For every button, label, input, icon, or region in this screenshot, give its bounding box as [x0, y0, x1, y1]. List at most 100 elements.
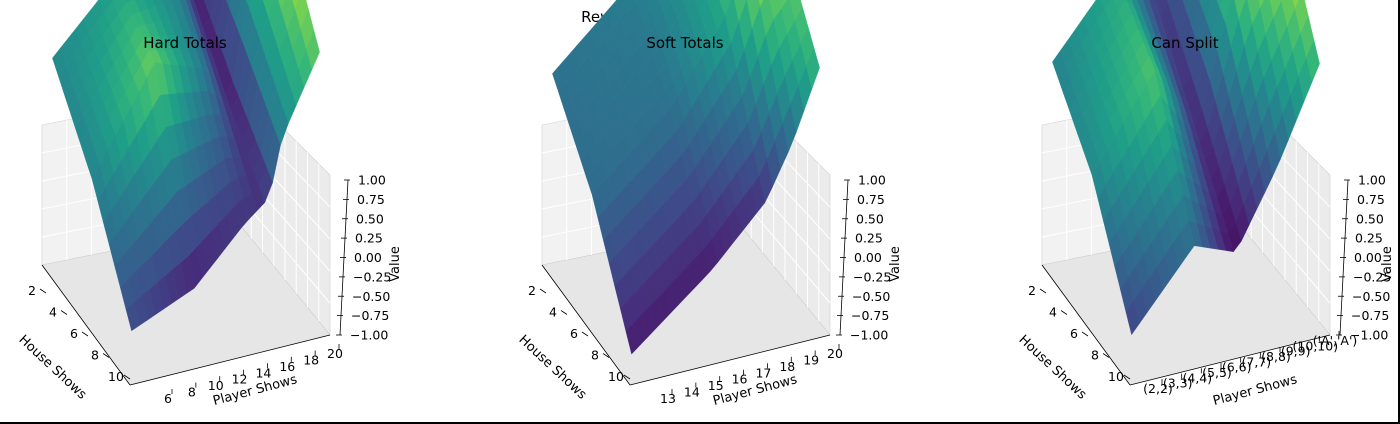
can-split-player-tick-label: (7,7) [1242, 354, 1272, 369]
hard-totals-house-axis-line [41, 264, 131, 386]
can-split-house-tick [1102, 353, 1110, 358]
can-split-value-tick-label: −0.50 [1352, 289, 1390, 304]
hard-totals-house-tick-label: 6 [70, 326, 78, 341]
soft-totals-player-axis-line [629, 334, 831, 386]
hard-totals-player-tick-label: 12 [232, 372, 248, 387]
figure-border-bottom [0, 422, 1400, 424]
can-split-house-tick [1060, 310, 1068, 315]
can-split-house-tick-label: 6 [1070, 326, 1078, 341]
can-split-house-axis-label: House Shows [1016, 332, 1090, 402]
soft-totals-value-tick-label: 1.00 [858, 173, 886, 188]
hard-totals-house-tick-label: 8 [91, 348, 99, 363]
soft-totals-house-axis-label: House Shows [516, 332, 590, 402]
can-split-value-axis-label: Value [1380, 246, 1395, 282]
can-split-player-tick-label: (4,4) [1183, 370, 1213, 385]
soft-totals-player-tick-label: 19 [803, 352, 819, 367]
hard-totals-house-tick [123, 374, 131, 380]
soft-totals-house-tick-label: 10 [608, 369, 624, 384]
soft-totals-house-tick [623, 374, 631, 380]
can-split-surface-patch [1125, 300, 1140, 336]
hard-totals-house-tick [81, 331, 89, 337]
hard-totals-player-tick-label: 18 [303, 352, 319, 367]
soft-totals-player-tick-label: 13 [660, 391, 676, 406]
hard-totals-house-axis-label: House Shows [16, 332, 90, 402]
hard-totals-player-tick-label: 6 [164, 391, 172, 406]
hard-totals-player-tick-label: 20 [327, 346, 343, 361]
hard-totals-value-tick-label: −0.25 [353, 269, 391, 284]
soft-totals-player-tick-label: 14 [684, 385, 700, 400]
can-split-surface-patch [1198, 0, 1202, 6]
can-split-value-tick-label: 0.25 [1355, 231, 1383, 246]
soft-totals-player-tick-label: 18 [779, 359, 795, 374]
hard-totals-house-tick [102, 353, 110, 358]
can-split-value-tick-label: −1.00 [1350, 328, 1388, 343]
hard-totals-value-tick-label: 1.00 [358, 173, 386, 188]
hard-totals-value-tick-label: 0.75 [357, 192, 385, 207]
soft-totals-value-tick-label: −0.25 [853, 269, 891, 284]
hard-totals-value-tick-label: −0.50 [352, 289, 390, 304]
hard-totals-value-axis-label: Value [388, 246, 403, 282]
can-split-title: Can Split [1151, 34, 1218, 52]
can-split-house-tick [1039, 288, 1047, 294]
hard-totals-player-tick-label: 10 [208, 378, 224, 393]
soft-totals-value-axis-label: Value [888, 246, 903, 282]
can-split-value-tick-label: −0.25 [1353, 269, 1391, 284]
hard-totals-house-tick [60, 310, 68, 315]
can-split-house-tick-label: 4 [1049, 305, 1057, 320]
hard-totals-house-tick-label: 2 [28, 283, 36, 298]
can-split-player-tick-label: (9,9) [1281, 344, 1311, 359]
hard-totals-value-tick-label: −0.75 [351, 308, 389, 323]
can-split-house-axis-line [1041, 264, 1131, 386]
soft-totals-player-tick-label: 20 [827, 346, 843, 361]
hard-totals-value-tick-label: 0.50 [356, 211, 384, 226]
soft-totals-house-tick-label: 2 [528, 283, 536, 298]
can-split-player-tick-label: (6,6) [1222, 360, 1252, 375]
hard-totals-side-hgrid [239, 196, 331, 304]
can-split-player-tick-label: (10,10) [1293, 338, 1339, 353]
soft-totals-house-axis-line [541, 264, 631, 386]
can-split-player-axis-line [1129, 334, 1331, 386]
hard-totals-player-tick-label: 16 [279, 359, 295, 374]
soft-totals-house-tick [539, 288, 547, 294]
hard-totals-value-tick-label: 0.00 [354, 250, 382, 265]
soft-totals-house-tick [560, 310, 568, 315]
soft-totals-player-tick-label: 16 [732, 372, 748, 387]
hard-totals-value-tick-label: 0.25 [355, 231, 383, 246]
hard-totals-player-tick-label: 8 [188, 385, 196, 400]
can-split-player-tick-label: (8,8) [1261, 349, 1291, 364]
can-split-house-tick [1081, 331, 1089, 337]
can-split-side-hgrid [1239, 196, 1331, 304]
soft-totals-house-tick-label: 8 [591, 348, 599, 363]
can-split-house-tick [1123, 374, 1131, 380]
soft-totals-house-tick-label: 4 [549, 305, 557, 320]
soft-totals-value-tick-label: 0.75 [857, 192, 885, 207]
can-split-value-tick-label: 0.00 [1354, 250, 1382, 265]
can-split-player-tick-label: (3,3) [1163, 376, 1193, 391]
can-split-house-tick-label: 2 [1028, 283, 1036, 298]
can-split-value-tick-label: 0.50 [1356, 211, 1384, 226]
figure-border-right [1398, 0, 1400, 424]
soft-totals-value-tick-label: 0.25 [855, 231, 883, 246]
soft-totals-value-tick-label: −1.00 [850, 328, 888, 343]
soft-totals-value-tick-label: 0.00 [854, 250, 882, 265]
hard-totals-house-tick [39, 288, 47, 294]
soft-totals-value-tick-label: −0.75 [851, 308, 889, 323]
soft-totals-house-tick [581, 331, 589, 337]
can-split-player-tick-label: (5,5) [1202, 365, 1232, 380]
hard-totals-surface-patch [125, 302, 140, 332]
hard-totals-value-tick-label: −1.00 [350, 328, 388, 343]
can-split-player-tick-label: (2,2) [1143, 381, 1173, 396]
can-split-player-tick-label: ('A','A') [1313, 333, 1358, 348]
soft-totals-title: Soft Totals [646, 34, 723, 52]
soft-totals-house-tick [602, 353, 610, 358]
can-split-value-tick-label: −0.75 [1351, 308, 1389, 323]
can-split-house-tick-label: 10 [1108, 369, 1124, 384]
hard-totals-title: Hard Totals [143, 34, 227, 52]
soft-totals-player-tick-label: 17 [755, 365, 771, 380]
hard-totals-house-tick-label: 4 [49, 305, 57, 320]
soft-totals-house-tick-label: 6 [570, 326, 578, 341]
